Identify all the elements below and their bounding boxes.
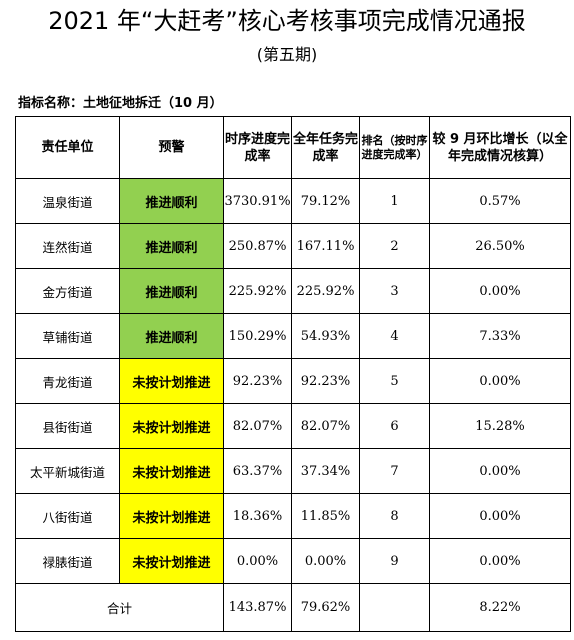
cell-mom-growth: 0.00%: [429, 358, 571, 404]
total-label: 合计: [15, 583, 224, 632]
header-responsible-unit: 责任单位: [15, 116, 120, 179]
cell-warning-status: 推进顺利: [119, 223, 224, 269]
report-issue-number: (第五期): [256, 45, 318, 64]
table-row: 草铺街道 推进顺利 150.29% 54.93% 4 7.33%: [15, 313, 571, 359]
cell-warning-status: 未按计划推进: [119, 538, 224, 584]
table-row: 八街街道 未按计划推进 18.36% 11.85% 8 0.00%: [15, 493, 571, 539]
cell-warning-status: 推进顺利: [119, 178, 224, 224]
total-mom-growth: 8.22%: [429, 583, 571, 632]
total-row: 合计 143.87% 79.62% 8.22%: [15, 583, 571, 632]
cell-progress-rate: 63.37%: [223, 448, 292, 494]
cell-warning-status: 未按计划推进: [119, 358, 224, 404]
cell-rank: 1: [359, 178, 430, 224]
cell-responsible-unit: 温泉街道: [15, 178, 120, 224]
report-title: 2021 年“大赶考”核心考核事项完成情况通报: [48, 7, 526, 35]
table-header-row: 责任单位 预警 时序进度完成率 全年任务完成率 排名（按时序进度完成率） 较 9…: [15, 116, 571, 179]
total-annual-rate: 79.62%: [291, 583, 360, 632]
cell-warning-status: 未按计划推进: [119, 448, 224, 494]
cell-annual-rate: 0.00%: [291, 538, 360, 584]
table-row: 县街街道 未按计划推进 82.07% 82.07% 6 15.28%: [15, 403, 571, 449]
cell-rank: 3: [359, 268, 430, 314]
cell-rank: 9: [359, 538, 430, 584]
cell-rank: 4: [359, 313, 430, 359]
cell-progress-rate: 250.87%: [223, 223, 292, 269]
total-progress-rate: 143.87%: [223, 583, 292, 632]
cell-progress-rate: 92.23%: [223, 358, 292, 404]
assessment-table: 责任单位 预警 时序进度完成率 全年任务完成率 排名（按时序进度完成率） 较 9…: [15, 116, 571, 632]
cell-progress-rate: 225.92%: [223, 268, 292, 314]
cell-responsible-unit: 八街街道: [15, 493, 120, 539]
cell-annual-rate: 79.12%: [291, 178, 360, 224]
total-rank: [359, 583, 430, 632]
cell-progress-rate: 18.36%: [223, 493, 292, 539]
table-row: 太平新城街道 未按计划推进 63.37% 37.34% 7 0.00%: [15, 448, 571, 494]
table-row: 禄脿街道 未按计划推进 0.00% 0.00% 9 0.00%: [15, 538, 571, 584]
header-annual-rate: 全年任务完成率: [291, 116, 360, 179]
cell-annual-rate: 82.07%: [291, 403, 360, 449]
cell-mom-growth: 0.00%: [429, 538, 571, 584]
cell-rank: 2: [359, 223, 430, 269]
cell-responsible-unit: 太平新城街道: [15, 448, 120, 494]
cell-mom-growth: 0.00%: [429, 448, 571, 494]
table-row: 青龙街道 未按计划推进 92.23% 92.23% 5 0.00%: [15, 358, 571, 404]
cell-warning-status: 推进顺利: [119, 268, 224, 314]
header-mom-growth: 较 9 月环比增长（以全年完成情况核算）: [429, 116, 571, 179]
cell-mom-growth: 0.00%: [429, 268, 571, 314]
cell-responsible-unit: 金方街道: [15, 268, 120, 314]
cell-progress-rate: 3730.91%: [223, 178, 292, 224]
cell-responsible-unit: 草铺街道: [15, 313, 120, 359]
cell-rank: 6: [359, 403, 430, 449]
cell-responsible-unit: 禄脿街道: [15, 538, 120, 584]
cell-rank: 5: [359, 358, 430, 404]
header-warning: 预警: [119, 116, 224, 179]
cell-rank: 7: [359, 448, 430, 494]
cell-warning-status: 推进顺利: [119, 313, 224, 359]
cell-annual-rate: 54.93%: [291, 313, 360, 359]
cell-progress-rate: 150.29%: [223, 313, 292, 359]
cell-responsible-unit: 青龙街道: [15, 358, 120, 404]
cell-annual-rate: 92.23%: [291, 358, 360, 404]
cell-mom-growth: 0.00%: [429, 493, 571, 539]
cell-annual-rate: 37.34%: [291, 448, 360, 494]
table-row: 温泉街道 推进顺利 3730.91% 79.12% 1 0.57%: [15, 178, 571, 224]
cell-mom-growth: 7.33%: [429, 313, 571, 359]
cell-mom-growth: 26.50%: [429, 223, 571, 269]
cell-annual-rate: 167.11%: [291, 223, 360, 269]
cell-warning-status: 未按计划推进: [119, 493, 224, 539]
cell-responsible-unit: 县街街道: [15, 403, 120, 449]
header-rank: 排名（按时序进度完成率）: [359, 116, 430, 179]
header-progress-rate: 时序进度完成率: [223, 116, 292, 179]
table-row: 连然街道 推进顺利 250.87% 167.11% 2 26.50%: [15, 223, 571, 269]
cell-responsible-unit: 连然街道: [15, 223, 120, 269]
cell-annual-rate: 225.92%: [291, 268, 360, 314]
table-row: 金方街道 推进顺利 225.92% 225.92% 3 0.00%: [15, 268, 571, 314]
indicator-name: 指标名称：土地征地拆迁（10 月）: [18, 96, 223, 111]
cell-annual-rate: 11.85%: [291, 493, 360, 539]
cell-mom-growth: 0.57%: [429, 178, 571, 224]
cell-progress-rate: 82.07%: [223, 403, 292, 449]
cell-rank: 8: [359, 493, 430, 539]
cell-progress-rate: 0.00%: [223, 538, 292, 584]
cell-warning-status: 未按计划推进: [119, 403, 224, 449]
cell-mom-growth: 15.28%: [429, 403, 571, 449]
